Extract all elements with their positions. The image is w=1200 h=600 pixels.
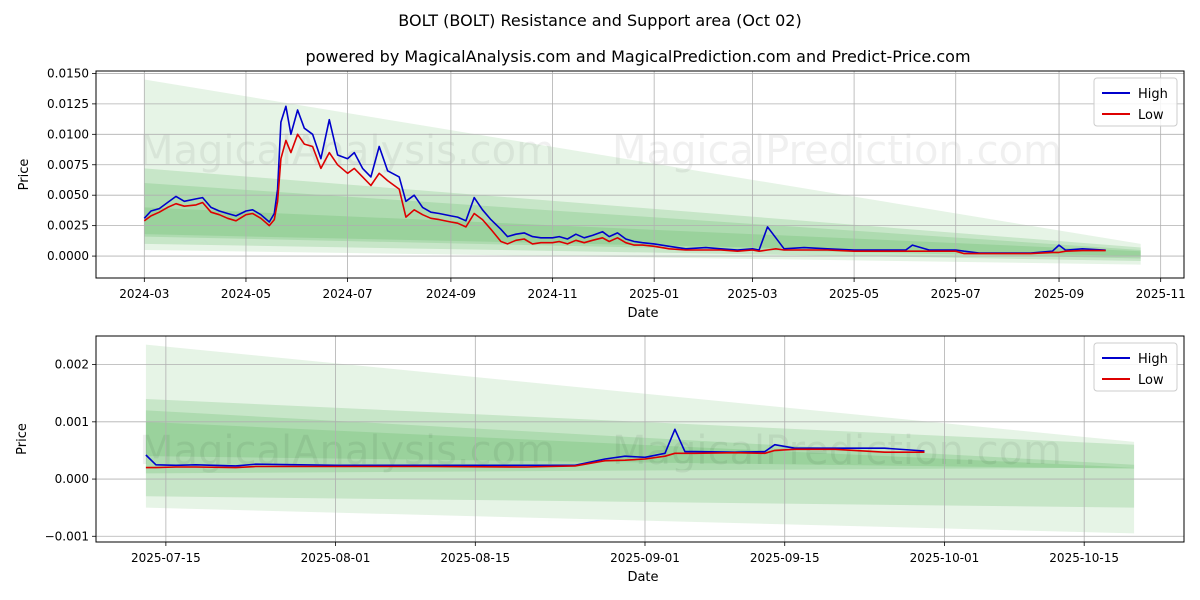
y-tick-label: 0.0100 xyxy=(47,127,89,141)
x-axis: 2025-07-15 2025-08-01 2025-08-15 2025-09-01… xyxy=(131,542,1119,565)
legend-label-high: High xyxy=(1138,87,1168,102)
watermark: MagicalPrediction.com xyxy=(612,428,1062,474)
y-axis: −0.001 0.000 0.001 0.002 xyxy=(45,358,96,543)
y-axis-label: Price xyxy=(17,159,32,191)
plot-frame xyxy=(95,335,1185,543)
x-tick-label: 2024-05 xyxy=(221,287,271,301)
x-tick-label: 2025-09-01 xyxy=(610,551,680,565)
x-tick-label: 2025-05 xyxy=(829,287,879,301)
y-tick-label: 0.001 xyxy=(55,415,89,429)
x-axis-label: Date xyxy=(627,570,658,585)
legend: High Low xyxy=(1093,77,1178,127)
support-resistance-bands xyxy=(145,344,1135,534)
y-tick-label: −0.001 xyxy=(45,529,89,543)
x-tick-label: 2025-09 xyxy=(1034,287,1084,301)
y-tick-label: 0.000 xyxy=(55,472,89,486)
series xyxy=(145,428,925,469)
band-4 xyxy=(145,421,1135,469)
legend-box xyxy=(1093,342,1178,392)
chart-title: BOLT (BOLT) Resistance and Support area … xyxy=(398,11,801,30)
panel-1: MagicalAnalysis.com MagicalPrediction.com… xyxy=(17,66,1186,321)
plot-frame xyxy=(95,70,1185,279)
band-1 xyxy=(145,344,1135,534)
legend-label-high: High xyxy=(1138,352,1168,367)
watermark: MagicalAnalysis.com xyxy=(139,128,555,174)
y-axis-label: Price xyxy=(15,423,30,455)
panel-2: MagicalAnalysis.com MagicalPrediction.com… xyxy=(15,335,1185,585)
x-tick-label: 2025-08-01 xyxy=(301,551,371,565)
y-tick-label: 0.0075 xyxy=(47,158,89,172)
legend-label-low: Low xyxy=(1138,373,1164,388)
series-line-high xyxy=(145,428,925,467)
x-tick-label: 2025-09-15 xyxy=(750,551,820,565)
x-tick-label: 2025-07 xyxy=(931,287,981,301)
band-2 xyxy=(144,168,1141,261)
legend: High Low xyxy=(1093,342,1178,392)
grid xyxy=(96,336,1184,542)
x-tick-label: 2025-08-15 xyxy=(440,551,510,565)
series-line-high xyxy=(143,105,1106,254)
x-tick-label: 2024-11 xyxy=(527,287,577,301)
x-axis-label: Date xyxy=(627,306,658,321)
x-tick-label: 2025-03 xyxy=(727,287,777,301)
y-tick-label: 0.0025 xyxy=(47,219,89,233)
support-resistance-bands xyxy=(144,79,1141,265)
band-4 xyxy=(144,207,1141,257)
grid xyxy=(96,71,1184,278)
series-line-low xyxy=(145,448,925,469)
series xyxy=(143,105,1106,255)
y-tick-label: 0.0150 xyxy=(47,66,89,80)
watermarks: MagicalAnalysis.com MagicalPrediction.com xyxy=(139,128,1062,174)
x-tick-label: 2025-10-01 xyxy=(910,551,980,565)
series-line-low xyxy=(143,133,1106,255)
y-tick-label: 0.0000 xyxy=(47,249,89,263)
y-axis: 0.0000 0.0025 0.0050 0.0075 0.0100 0.0125 0.01… xyxy=(47,66,96,263)
band-2 xyxy=(145,398,1135,508)
watermark: MagicalPrediction.com xyxy=(612,128,1062,174)
y-tick-label: 0.0050 xyxy=(47,188,89,202)
x-tick-label: 2025-11 xyxy=(1136,287,1186,301)
x-tick-label: 2025-10-15 xyxy=(1049,551,1119,565)
x-tick-label: 2024-07 xyxy=(323,287,373,301)
legend-label-low: Low xyxy=(1138,108,1164,123)
chart-subtitle: powered by MagicalAnalysis.com and Magic… xyxy=(305,47,970,66)
legend-box xyxy=(1093,77,1178,127)
band-3 xyxy=(144,183,1141,259)
x-tick-label: 2024-09 xyxy=(426,287,476,301)
x-tick-label: 2025-01 xyxy=(629,287,679,301)
chart-panels: MagicalAnalysis.com MagicalPrediction.com… xyxy=(15,66,1186,585)
band-3 xyxy=(145,410,1135,474)
x-tick-label: 2025-07-15 xyxy=(131,551,201,565)
x-axis: 2024-03 2024-05 2024-07 2024-09 2024-11 2025-… xyxy=(119,278,1186,301)
x-tick-label: 2024-03 xyxy=(119,287,169,301)
band-1 xyxy=(144,79,1141,265)
y-tick-label: 0.002 xyxy=(55,358,89,372)
y-tick-label: 0.0125 xyxy=(47,97,89,111)
